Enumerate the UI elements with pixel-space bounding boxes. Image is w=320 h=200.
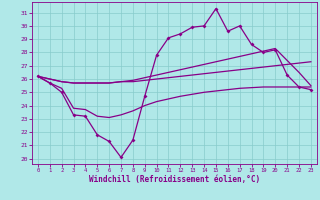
X-axis label: Windchill (Refroidissement éolien,°C): Windchill (Refroidissement éolien,°C) xyxy=(89,175,260,184)
